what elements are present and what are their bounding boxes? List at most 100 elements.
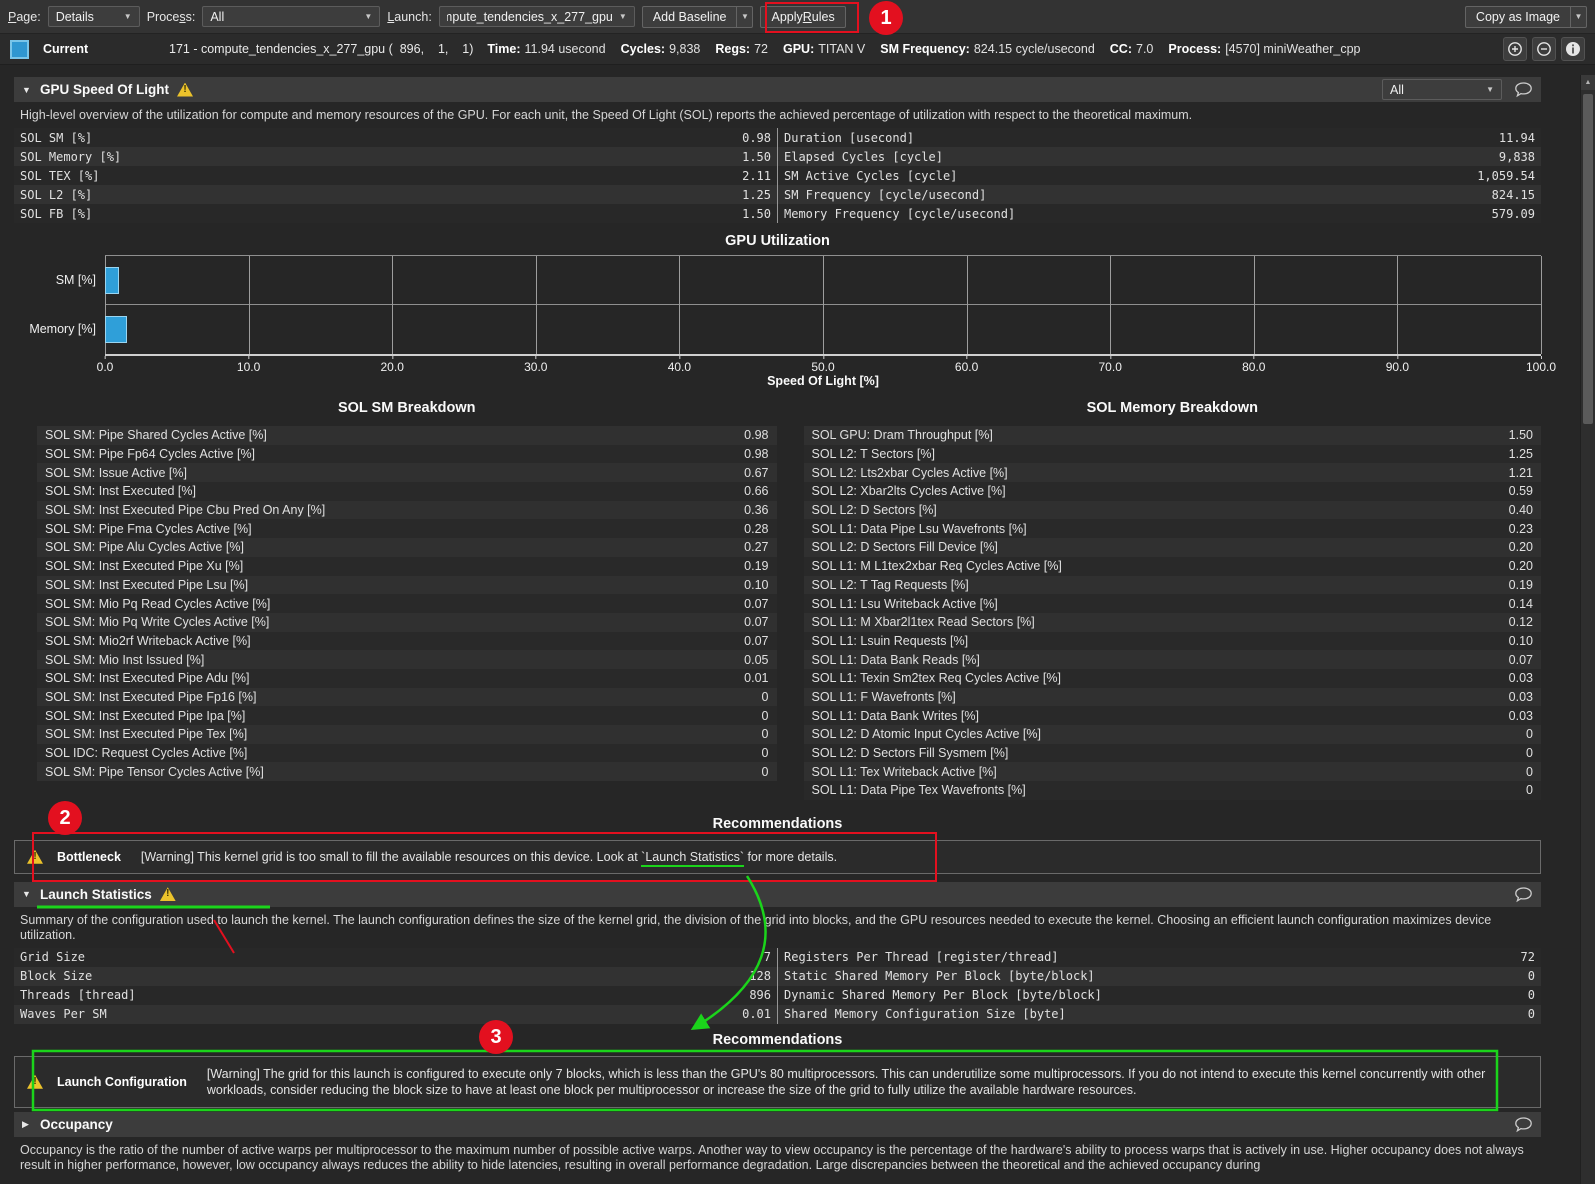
chevron-down-icon: ▼: [1486, 85, 1494, 94]
row-value: 579.09: [1491, 206, 1535, 221]
rule-name: Bottleneck: [57, 849, 121, 864]
row-label: SOL L2: D Sectors Fill Device [%]: [811, 540, 998, 555]
row-value: 0.03: [1508, 689, 1533, 704]
table-row: Static Shared Memory Per Block [byte/blo…: [778, 966, 1541, 986]
sol-sm-breakdown: SOL SM Breakdown SOL SM: Pipe Shared Cyc…: [37, 392, 777, 800]
warning-icon: [27, 850, 43, 864]
row-value: 896: [749, 988, 771, 1003]
copy-as-image-button[interactable]: Copy as Image: [1464, 5, 1571, 28]
table-row: SOL L1: M L1tex2xbar Req Cycles Active […: [803, 556, 1541, 576]
collapse-triangle-icon[interactable]: ▼: [22, 84, 31, 95]
plus-circle-icon: [1508, 42, 1522, 56]
add-baseline-button[interactable]: Add Baseline: [641, 5, 738, 28]
table-row: Waves Per SM 0.01: [14, 1004, 777, 1024]
process-label: Process:: [146, 9, 196, 24]
zoom-in-button[interactable]: [1503, 37, 1527, 61]
scrollbar-thumb[interactable]: [1583, 94, 1593, 424]
table-row: SOL SM: Inst Executed [%] 0.66: [37, 482, 777, 501]
row-value: 0.07: [744, 615, 769, 630]
copy-as-image-dropdown-arrow[interactable]: ▼: [1571, 5, 1587, 28]
comment-icon[interactable]: [1514, 1116, 1533, 1133]
row-label: SOL SM: Pipe Alu Cycles Active [%]: [45, 540, 244, 555]
page-label: Page:: [8, 9, 41, 24]
row-value: 1,059.54: [1477, 168, 1535, 183]
row-value: 0: [1527, 969, 1535, 984]
row-value: 1.50: [742, 206, 771, 221]
stat-value: [4570] miniWeather_cpp: [1225, 42, 1361, 56]
chart-tick-label: 40.0: [667, 356, 692, 374]
collapse-triangle-icon[interactable]: ▼: [22, 889, 31, 900]
toolbar: Page: Details ▼ Process: All ▼ Launch: c…: [0, 0, 1595, 34]
row-value: 0.03: [1508, 671, 1533, 686]
sol-table-left: SOL SM [%] 0.98 SOL Memory [%] 1.50 SOL TEX …: [14, 128, 777, 223]
row-label: SOL SM: Inst Executed [%]: [45, 484, 196, 499]
table-row: SOL L1: Data Bank Writes [%] 0.03: [803, 706, 1541, 725]
row-value: 1.25: [1508, 447, 1533, 462]
kernel-stat: Process: [4570] miniWeather_cpp: [1168, 42, 1360, 56]
launch-select[interactable]: compute_tendencies_x_277_gpu ▼: [438, 6, 635, 27]
row-label: SOL L2: Xbar2lts Cycles Active [%]: [811, 484, 1006, 499]
row-value: 0.27: [744, 540, 769, 555]
chart-tick-label: 90.0: [1385, 356, 1410, 374]
table-row: SOL L1: Tex Writeback Active [%] 0: [803, 762, 1541, 782]
process-select-value: All: [210, 9, 225, 24]
row-value: 0.28: [744, 521, 769, 536]
rule-message-post: for more details.: [743, 849, 838, 864]
page-select[interactable]: Details ▼: [47, 6, 140, 27]
row-value: 0.59: [1508, 484, 1533, 499]
table-row: SOL L2: D Sectors Fill Device [%] 0.20: [803, 538, 1541, 557]
comment-icon[interactable]: [1514, 81, 1533, 98]
row-label: SOL SM: Pipe Fma Cycles Active [%]: [45, 521, 252, 536]
zoom-out-button[interactable]: [1532, 37, 1556, 61]
chart-plot: [105, 255, 1542, 356]
row-label: SOL SM: Pipe Fp64 Cycles Active [%]: [45, 447, 256, 462]
section-header-occupancy[interactable]: ▶ Occupancy: [14, 1111, 1541, 1137]
kernel-stat: Time: 11.94 usecond: [487, 42, 605, 56]
row-label: SOL L1: Data Bank Reads [%]: [811, 652, 980, 667]
scroll-up-arrow-icon[interactable]: ▲: [1581, 75, 1595, 90]
row-label: Duration [usecond]: [784, 130, 915, 145]
minus-circle-icon: [1537, 42, 1551, 56]
row-label: SOL L2: D Sectors Fill Sysmem [%]: [811, 746, 1009, 761]
add-baseline-dropdown-arrow[interactable]: ▼: [737, 5, 754, 28]
section-header-gpu-speed-of-light[interactable]: ▼ GPU Speed Of Light All ▼: [14, 77, 1541, 102]
sol-sm-breakdown-table: SOL SM: Pipe Shared Cycles Active [%] 0.9…: [37, 426, 777, 782]
row-label: Waves Per SM: [20, 1007, 107, 1022]
table-row: SOL L1: Data Pipe Tex Wavefronts [%] 0: [803, 781, 1541, 800]
row-value: 0: [1526, 783, 1533, 798]
table-row: SOL L1: Lsu Writeback Active [%] 0.14: [803, 594, 1541, 613]
table-row: Registers Per Thread [register/thread] 72: [778, 947, 1541, 967]
vertical-scrollbar[interactable]: ▲: [1580, 75, 1595, 1184]
table-row: Shared Memory Configuration Size [byte] 0: [778, 1004, 1541, 1024]
row-label: Threads [thread]: [20, 988, 136, 1003]
row-value: 0.66: [744, 484, 769, 499]
section-description: High-level overview of the utilization f…: [20, 108, 1193, 122]
row-value: 1.25: [742, 187, 771, 202]
sol-filter-select[interactable]: All ▼: [1382, 79, 1502, 100]
table-row: SM Frequency [cycle/usecond] 824.15: [778, 185, 1541, 204]
breakdown-title: SOL Memory Breakdown: [1086, 400, 1258, 416]
row-value: 0.07: [744, 633, 769, 648]
table-row: SOL TEX [%] 2.11: [14, 166, 777, 185]
process-select[interactable]: All ▼: [202, 6, 381, 27]
collapse-triangle-icon[interactable]: ▶: [22, 1118, 29, 1129]
launch-statistics-reference: `Launch Statistics`: [641, 849, 744, 867]
info-button[interactable]: [1561, 37, 1585, 61]
section-description: Summary of the configuration used to lau…: [20, 912, 1492, 942]
warning-icon: [177, 83, 193, 97]
row-label: SOL L2: Lts2xbar Cycles Active [%]: [811, 465, 1008, 480]
chart-xticks: 0.0 10.0 20.0 30.0 40.0 50.0 60.0 70.0 80.0 90.0 1…: [97, 356, 1556, 374]
comment-icon[interactable]: [1514, 886, 1533, 903]
stat-key: Process:: [1168, 42, 1222, 56]
launch-label: Launch:: [387, 9, 432, 24]
section-title: Occupancy: [40, 1116, 113, 1132]
row-label: SOL L2: D Sectors [%]: [811, 503, 937, 518]
row-label: SOL SM: Inst Executed Pipe Lsu [%]: [45, 577, 249, 592]
row-value: 0.14: [1508, 596, 1533, 611]
row-label: SOL L1: M L1tex2xbar Req Cycles Active […: [811, 559, 1062, 574]
section-header-launch-statistics[interactable]: ▼ Launch Statistics: [14, 881, 1541, 907]
rule-message-pre: [Warning] This kernel grid is too small …: [140, 849, 642, 864]
stat-key: SM Frequency:: [880, 42, 970, 56]
row-value: 0.03: [1508, 708, 1533, 723]
